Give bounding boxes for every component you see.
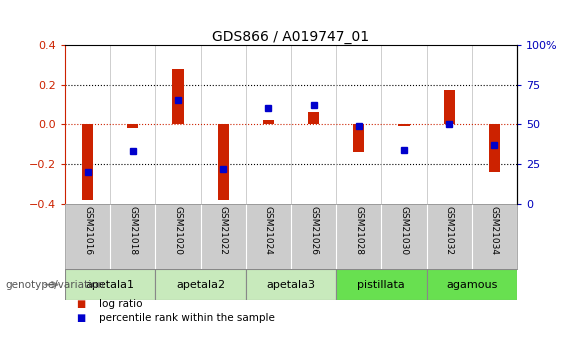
Text: pistillata: pistillata bbox=[358, 280, 405, 289]
Bar bbox=[155, 269, 246, 300]
Title: GDS866 / A019747_01: GDS866 / A019747_01 bbox=[212, 30, 370, 44]
Text: apetala3: apetala3 bbox=[267, 280, 315, 289]
Bar bbox=[353, 124, 364, 152]
Text: ■: ■ bbox=[76, 313, 85, 323]
Text: apetala1: apetala1 bbox=[86, 280, 134, 289]
Bar bbox=[336, 269, 427, 300]
Bar bbox=[82, 124, 93, 199]
Text: agamous: agamous bbox=[446, 280, 497, 289]
Text: GSM21018: GSM21018 bbox=[128, 206, 137, 255]
Text: GSM21020: GSM21020 bbox=[173, 206, 182, 255]
Text: GSM21034: GSM21034 bbox=[490, 206, 499, 255]
Bar bbox=[308, 112, 319, 124]
Bar bbox=[427, 269, 517, 300]
Text: percentile rank within the sample: percentile rank within the sample bbox=[99, 313, 275, 323]
Text: GSM21028: GSM21028 bbox=[354, 206, 363, 255]
Text: ■: ■ bbox=[76, 299, 85, 309]
Text: GSM21030: GSM21030 bbox=[399, 206, 408, 255]
Text: log ratio: log ratio bbox=[99, 299, 142, 309]
Text: GSM21022: GSM21022 bbox=[219, 206, 228, 254]
Text: genotype/variation: genotype/variation bbox=[6, 280, 105, 289]
Text: GSM21032: GSM21032 bbox=[445, 206, 454, 255]
Text: apetala2: apetala2 bbox=[176, 280, 225, 289]
Bar bbox=[172, 69, 184, 124]
Bar bbox=[246, 269, 336, 300]
Bar bbox=[444, 90, 455, 124]
Bar bbox=[218, 124, 229, 199]
Text: GSM21026: GSM21026 bbox=[309, 206, 318, 255]
Bar bbox=[398, 124, 410, 126]
Bar bbox=[65, 269, 155, 300]
Text: GSM21016: GSM21016 bbox=[83, 206, 92, 255]
Text: GSM21024: GSM21024 bbox=[264, 206, 273, 254]
Bar bbox=[127, 124, 138, 128]
Bar bbox=[263, 120, 274, 124]
Bar bbox=[489, 124, 500, 172]
